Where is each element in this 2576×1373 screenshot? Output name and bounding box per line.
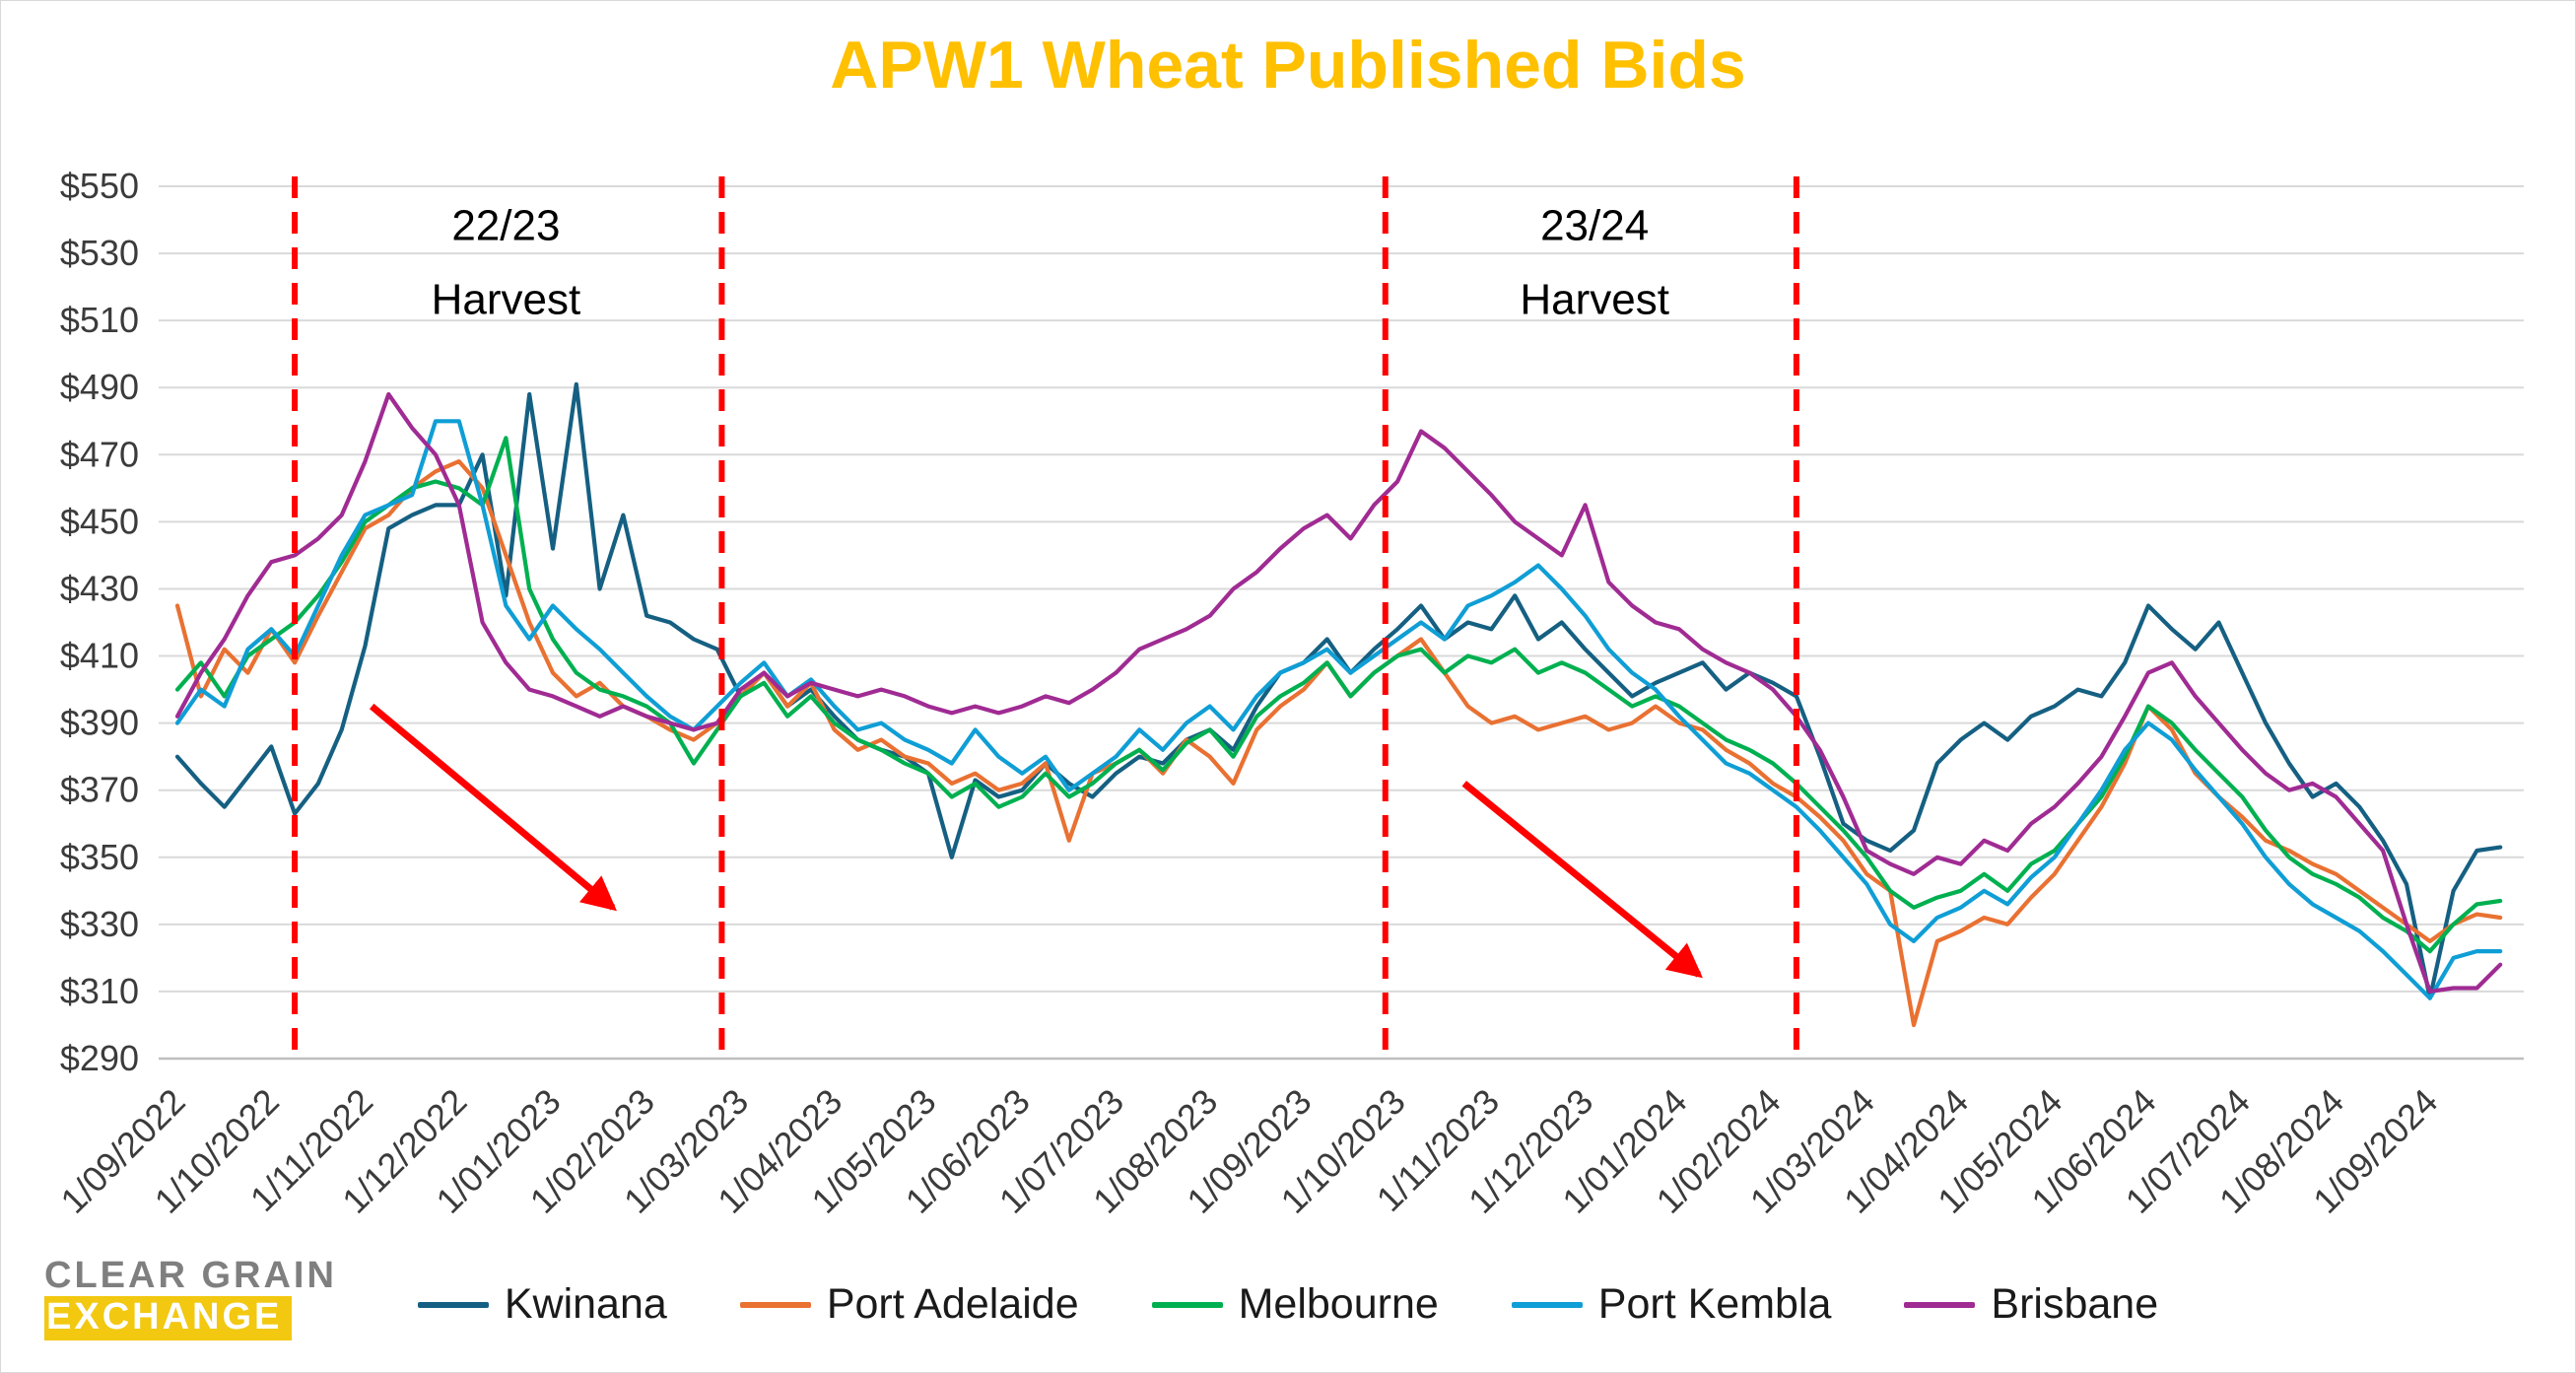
y-tick-label: $490: [60, 367, 139, 407]
chart-legend: Kwinana Port Adelaide Melbourne Port Kembla…: [1, 1280, 2575, 1329]
series-line-port-kembla: [174, 419, 2503, 1000]
harvest-label-2: Harvest: [1520, 275, 1669, 323]
legend-item-brisbane: Brisbane: [1904, 1280, 2158, 1329]
y-tick-label: $350: [60, 837, 139, 877]
legend-label-brisbane: Brisbane: [1991, 1280, 2159, 1328]
legend-label-port-adelaide: Port Adelaide: [826, 1280, 1079, 1328]
legend-swatch-port-kembla: [1511, 1301, 1583, 1308]
clear-grain-exchange-logo: CLEAR GRAIN EXCHANGE: [44, 1255, 337, 1340]
harvest-label-1: Harvest: [432, 275, 581, 323]
series-line-brisbane: [174, 391, 2503, 995]
chart-footer: CLEAR GRAIN EXCHANGE Kwinana Port Adelaid…: [1, 1238, 2575, 1346]
legend-label-port-kembla: Port Kembla: [1597, 1280, 1832, 1328]
downtrend-arrow: [369, 703, 617, 912]
legend-item-port-kembla: Port Kembla: [1511, 1280, 1832, 1329]
y-tick-label: $470: [60, 434, 139, 474]
y-tick-label: $370: [60, 770, 139, 810]
legend-swatch-port-adelaide: [739, 1301, 811, 1308]
y-tick-label: $510: [60, 300, 139, 340]
y-tick-label: $310: [60, 971, 139, 1011]
legend-label-kwinana: Kwinana: [504, 1280, 667, 1328]
gridlines: [159, 185, 2524, 1061]
y-tick-label: $330: [60, 904, 139, 944]
series-line-port-adelaide: [174, 459, 2503, 1028]
logo-text-exchange: EXCHANGE: [44, 1296, 293, 1340]
y-tick-label: $530: [60, 233, 139, 273]
legend-label-melbourne: Melbourne: [1238, 1280, 1439, 1328]
legend-item-kwinana: Kwinana: [417, 1280, 667, 1329]
series-lines: [174, 381, 2503, 1028]
harvest-label-2: 23/24: [1540, 201, 1649, 249]
y-tick-label: $390: [60, 703, 139, 743]
series-line-kwinana: [174, 381, 2503, 1000]
legend-item-melbourne: Melbourne: [1151, 1280, 1439, 1329]
chart-area: $290 $310 $330 $350 $370 $390 $410 $430 $450 $470…: [1, 107, 2575, 1251]
x-axis-labels: 1/09/20221/10/20221/11/20221/12/20221/01…: [52, 1081, 2445, 1221]
y-tick-label: $450: [60, 501, 139, 541]
chart-title: APW1 Wheat Published Bids: [830, 28, 1746, 103]
legend-item-port-adelaide: Port Adelaide: [739, 1280, 1079, 1329]
logo-text-clear-grain: CLEAR GRAIN: [44, 1255, 337, 1297]
harvest-label-1: 22/23: [451, 201, 560, 249]
series-line-melbourne: [174, 436, 2503, 954]
downtrend-arrow: [1461, 781, 1703, 979]
y-tick-label: $410: [60, 636, 139, 676]
y-tick-label: $550: [60, 166, 139, 206]
legend-swatch-melbourne: [1151, 1301, 1223, 1308]
annotations-layer: 22/23 Harvest 23/24 Harvest: [292, 176, 1799, 1059]
y-tick-label: $430: [60, 568, 139, 608]
legend-swatch-kwinana: [417, 1301, 489, 1308]
bids-chart: $290 $310 $330 $350 $370 $390 $410 $430 $450 $470…: [52, 166, 2524, 1221]
y-axis-labels: $290 $310 $330 $350 $370 $390 $410 $430 $450 $470…: [60, 166, 139, 1078]
legend-swatch-brisbane: [1904, 1301, 1976, 1308]
y-tick-label: $290: [60, 1038, 139, 1078]
